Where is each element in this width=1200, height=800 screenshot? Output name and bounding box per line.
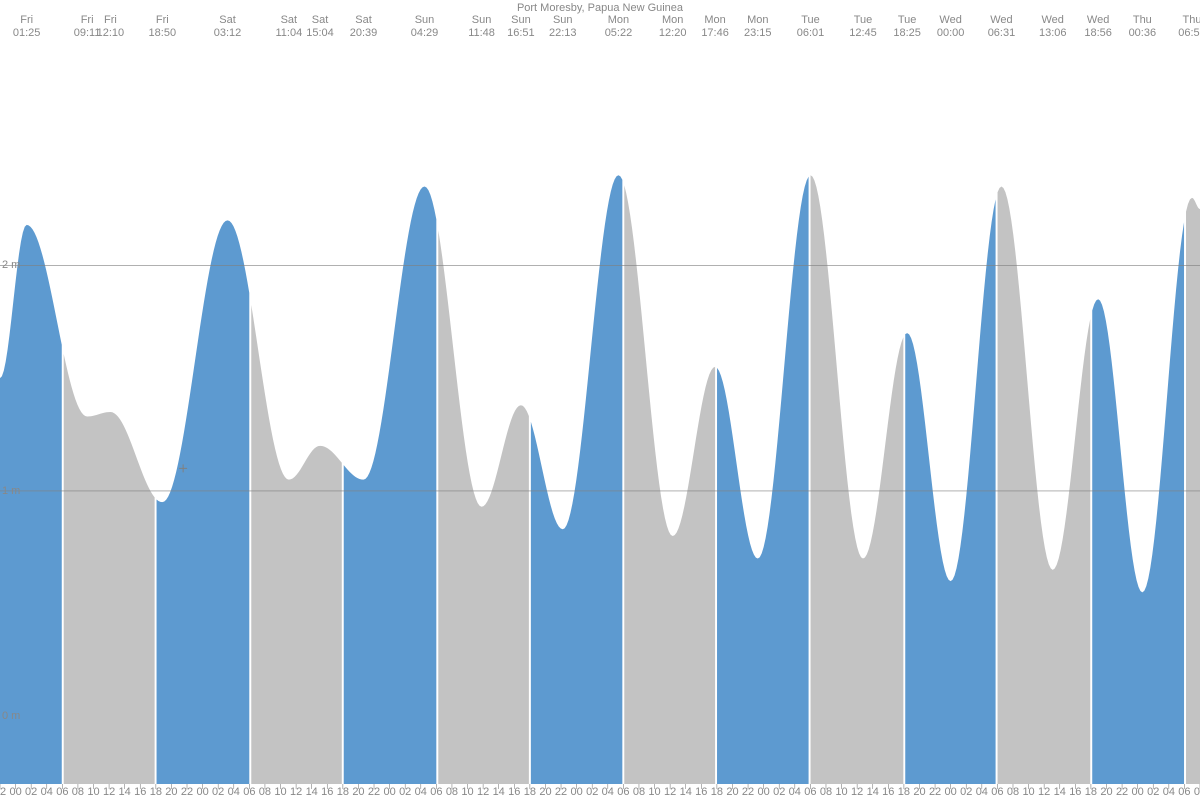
tide-chart: Port Moresby, Papua New Guinea 0 m1 m2 m…: [0, 0, 1200, 800]
tide-svg: [0, 0, 1200, 800]
